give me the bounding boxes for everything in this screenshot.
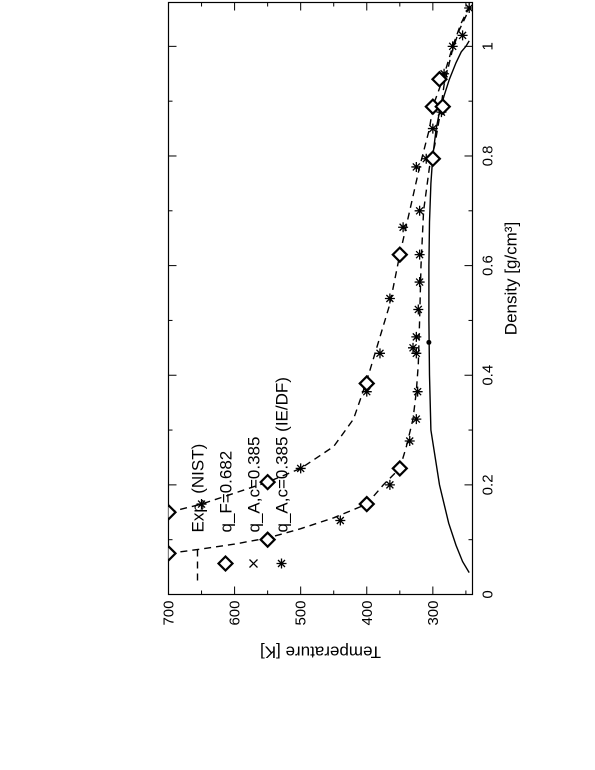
diamond-marker (358, 495, 376, 513)
diamond-marker (430, 70, 449, 88)
plot-frame (167, 1, 474, 596)
asterisk-marker (384, 479, 395, 490)
diamond-marker (358, 374, 376, 393)
rotated-chart: 0 0.2 0.4 0.6 0.8 1 300 400 500 600 700 Density [g/… (161, 1, 521, 662)
y-tick-label: 400 (359, 601, 376, 626)
legend: Exp. (NIST) q_F=0.682 q_A,c=0.385 q_A,c=0.3… (189, 377, 292, 581)
plot-layer: 0 0.2 0.4 0.6 0.8 1 300 400 500 600 700 Density [g/… (161, 1, 521, 662)
asterisk-marker (447, 41, 458, 52)
diamond-marker (259, 531, 277, 549)
legend-asterisk-marker (276, 558, 287, 569)
plot-area (168, 2, 473, 573)
asterisk-marker (439, 68, 450, 79)
diamond-marker (391, 246, 409, 264)
asterisk-marker (411, 414, 422, 425)
asterisk-marker (411, 348, 422, 359)
asterisk-marker (413, 304, 424, 315)
x-tick-label: 0 (480, 590, 497, 598)
asterisk-marker (411, 161, 422, 172)
y-tick-label: 500 (293, 601, 310, 626)
x-tick-label: 0.6 (480, 255, 497, 276)
series-line (168, 7, 470, 513)
asterisk-marker (374, 348, 385, 359)
diamond-marker (424, 150, 442, 168)
y-tick-label: 700 (161, 601, 178, 626)
x-axis-label: Density [g/cm³] (502, 222, 521, 335)
x-tick-label: 0.2 (480, 474, 497, 495)
asterisk-marker (411, 331, 422, 342)
legend-diamond-marker (216, 554, 235, 573)
diamond-marker (168, 544, 178, 562)
diamond-marker (434, 98, 452, 116)
asterisk-marker (414, 249, 425, 260)
diamond-marker (259, 473, 277, 491)
diamond-marker (391, 459, 409, 477)
x-tick-label: 1 (480, 42, 497, 50)
asterisk-marker (404, 436, 415, 447)
legend-label: q_A,c=0.385 (IE/DF) (273, 377, 292, 532)
y-tick-label: 300 (425, 601, 442, 626)
asterisk-marker (412, 386, 423, 397)
x-tick-label: 0.8 (480, 146, 497, 167)
y-tick-label: 600 (227, 601, 244, 626)
asterisk-marker (457, 30, 468, 41)
diamond-marker (168, 503, 178, 521)
asterisk-marker (398, 222, 409, 233)
asterisk-marker (384, 293, 395, 304)
dot-marker (426, 339, 432, 345)
legend-label: Exp. (NIST) (189, 444, 208, 533)
asterisk-marker (414, 205, 425, 216)
asterisk-marker (295, 463, 306, 474)
legend-label: q_A,c=0.385 (245, 437, 264, 533)
x-tick-label: 0.4 (480, 365, 497, 386)
legend-label: q_F=0.682 (217, 451, 236, 533)
asterisk-marker (427, 123, 438, 134)
asterisk-marker (408, 342, 419, 353)
y-axis-label: Temperature [K] (260, 643, 381, 662)
legend-cross-marker (249, 559, 258, 568)
series-line (428, 40, 470, 573)
asterisk-marker (196, 499, 207, 510)
asterisk-marker (335, 515, 346, 526)
series-line (168, 7, 470, 555)
asterisk-marker (414, 277, 425, 288)
asterisk-marker (464, 2, 473, 13)
